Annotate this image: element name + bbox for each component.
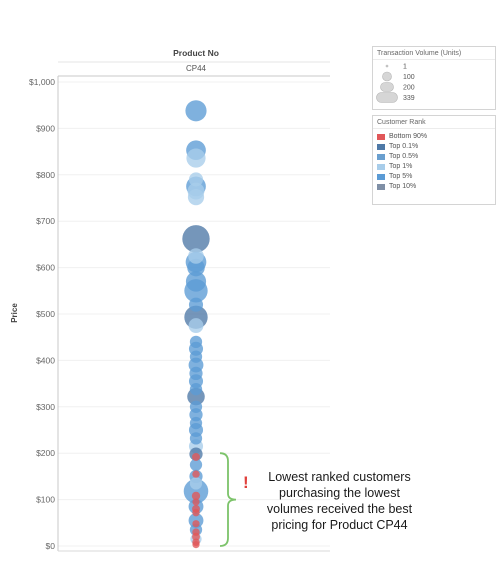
data-point: [192, 498, 200, 506]
data-point: [188, 297, 204, 312]
annotation-bracket: [219, 452, 237, 547]
data-point: [192, 470, 200, 478]
data-points: [182, 100, 210, 549]
data-point: [189, 383, 203, 396]
data-point: [189, 366, 203, 381]
color-legend-label: Top 1%: [389, 163, 413, 170]
data-point: [191, 491, 201, 501]
color-legend-item: Top 10%: [373, 182, 495, 192]
y-tick-label: $400: [36, 355, 55, 365]
color-legend-title: Customer Rank: [373, 116, 495, 129]
data-point: [192, 528, 200, 536]
y-tick-label: $0: [46, 541, 56, 551]
data-point: [186, 148, 206, 168]
size-legend: Transaction Volume (Units) 1 100 200 339: [372, 46, 496, 110]
y-tick-label: $200: [36, 448, 55, 458]
data-point: [189, 416, 203, 430]
data-point: [183, 478, 209, 504]
y-tick-label: $500: [36, 309, 55, 319]
color-legend-item: Top 0.1%: [373, 142, 495, 152]
size-legend-mark: [376, 92, 398, 103]
annotation-line: volumes received the best: [266, 502, 413, 516]
color-legend-item: Top 1%: [373, 162, 495, 172]
color-legend-label: Top 5%: [389, 173, 413, 180]
data-point: [188, 172, 204, 187]
y-axis-label: Price: [10, 303, 19, 323]
y-tick-label: $700: [36, 216, 55, 226]
data-point: [182, 225, 210, 253]
size-legend-mark: [380, 82, 394, 92]
color-legend-label: Top 10%: [389, 183, 417, 190]
plot-frame: [57, 61, 330, 552]
size-legend-label: 339: [403, 95, 415, 102]
data-point: [192, 452, 200, 461]
data-point: [185, 100, 207, 122]
size-legend-label: 1: [403, 64, 407, 71]
y-tick-label: $100: [36, 495, 55, 505]
data-point: [189, 335, 203, 348]
data-point: [187, 258, 205, 277]
data-point: [185, 271, 207, 292]
color-swatch: [377, 154, 385, 160]
y-tick-label: $300: [36, 402, 55, 412]
exclamation-icon: !: [243, 473, 249, 492]
color-legend-label: Bottom 90%: [389, 133, 428, 140]
color-legend-item: Top 5%: [373, 172, 495, 182]
color-legend-item: Top 0.5%: [373, 152, 495, 162]
data-point: [192, 508, 200, 517]
data-point: [189, 432, 203, 445]
data-point: [192, 541, 200, 549]
y-tick-label: $900: [36, 123, 55, 133]
color-swatch: [377, 164, 385, 170]
annotation-line: pricing for Product CP44: [271, 518, 408, 532]
size-legend-mark: [382, 71, 392, 82]
size-legend-label: 100: [403, 74, 415, 81]
y-tick-label: $1,000: [29, 77, 55, 87]
column-value: CP44: [186, 64, 207, 73]
color-legend-item: Bottom 90%: [373, 132, 495, 142]
color-swatch: [377, 134, 385, 140]
color-swatch: [377, 174, 385, 180]
color-legend-entries: Bottom 90% Top 0.1% Top 0.5% Top 1% Top 5% To…: [373, 129, 495, 192]
column-header: Product No: [173, 48, 219, 58]
color-legend: Customer Rank Bottom 90% Top 0.1% Top 0.5%…: [372, 115, 496, 205]
annotation-line: purchasing the lowest: [279, 486, 400, 500]
y-tick-label: $800: [36, 170, 55, 180]
size-legend-label: 200: [403, 85, 415, 92]
y-tick-label: $600: [36, 263, 55, 273]
color-swatch: [377, 184, 385, 190]
data-point: [189, 477, 203, 490]
data-point: [189, 350, 203, 363]
size-legend-title: Transaction Volume (Units): [373, 47, 495, 60]
color-legend-label: Top 0.5%: [389, 153, 419, 160]
annotation-line: Lowest ranked customers: [268, 470, 411, 484]
data-point: [187, 188, 205, 206]
color-legend-label: Top 0.1%: [389, 143, 419, 150]
size-legend-entries: 1 100 200 339: [376, 64, 415, 103]
data-point: [192, 520, 200, 528]
size-legend-mark: [385, 64, 389, 68]
data-point: [188, 248, 204, 264]
data-point: [188, 318, 204, 334]
color-swatch: [377, 144, 385, 150]
y-axis-ticks: $0 $100 $200 $300 $400 $500 $600 $700 $800 $900 $1…: [29, 77, 55, 551]
data-point: [189, 400, 203, 413]
annotation-text: Lowest ranked customers purchasing the l…: [252, 469, 427, 533]
data-point: [189, 458, 203, 471]
